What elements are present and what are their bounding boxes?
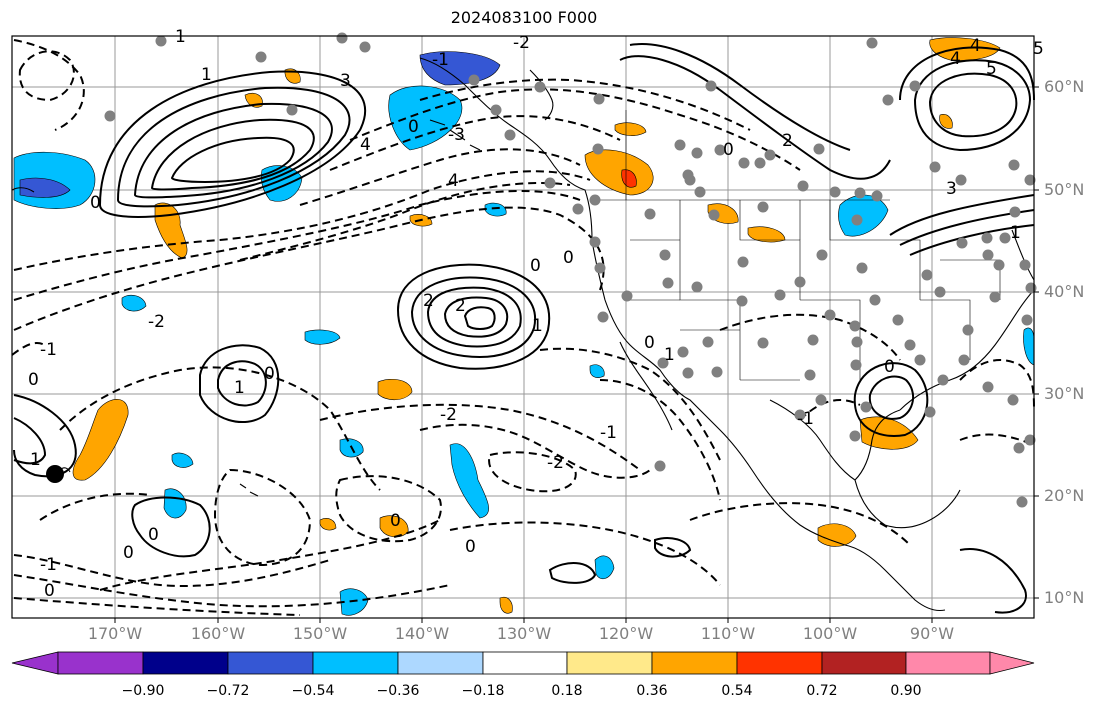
colorbar-segment <box>905 651 991 675</box>
contour-label: -2 <box>440 405 457 425</box>
colorbar-label: 0.72 <box>806 683 838 699</box>
contour-label: 0 <box>123 543 134 563</box>
contour-label: 2 <box>782 131 793 151</box>
contour-label: 1 <box>532 316 543 336</box>
contour-label: 4 <box>950 49 961 69</box>
lat-label: 10°N <box>1044 588 1085 607</box>
colorbar-label: 0.18 <box>551 683 583 699</box>
contour-label: 5 <box>986 59 997 79</box>
colorbar-segment <box>566 651 653 675</box>
colorbar-segment <box>736 651 823 675</box>
contour-label: 3 <box>340 71 351 91</box>
colorbar-label: −0.18 <box>461 683 505 699</box>
contour-label: 3 <box>946 179 957 199</box>
colorbar-low-extension <box>11 651 59 675</box>
negative-anomaly-areas <box>13 51 1035 616</box>
contour-label: -1 <box>40 555 57 575</box>
contour-label: 0 <box>563 248 574 268</box>
map-background <box>12 36 1034 618</box>
positive-anomaly-areas <box>72 37 1001 614</box>
contour-label: -1 <box>600 423 617 443</box>
contour-label: 4 <box>970 36 981 56</box>
contour-label: 1 <box>201 65 212 85</box>
colorbar-label: 0.90 <box>890 683 922 699</box>
colorbar-segment <box>651 651 738 675</box>
map-frame <box>11 35 1035 619</box>
contour-label: -1 <box>797 409 814 429</box>
contour-label: 2 <box>423 291 434 311</box>
contour-label: 1 <box>175 27 186 47</box>
lon-label: 110°W <box>700 624 756 643</box>
tick-marks <box>114 86 1039 623</box>
contour-label: 2 <box>455 296 466 316</box>
contour-label: 0 <box>90 193 101 213</box>
contour-label: 0 <box>148 525 159 545</box>
contour-label: 1 <box>1010 223 1021 243</box>
contour-labels: 1 1 3 0 0 -1 -2 -3 4 4 0 0 2 2 1 -2 0 1 … <box>28 27 1044 601</box>
contour-label: 0 <box>723 140 734 160</box>
contour-label: 4 <box>360 135 371 155</box>
lon-label: 120°W <box>598 624 654 643</box>
colorbar-segment <box>57 651 144 675</box>
colorbar-label: 0.36 <box>636 683 668 699</box>
lon-label: 130°W <box>496 624 552 643</box>
contour-label: 0 <box>390 511 401 531</box>
lat-label: 60°N <box>1044 77 1085 96</box>
contour-label: -1 <box>432 50 449 70</box>
contour-label: 0 <box>44 581 55 601</box>
colorbar-segment <box>142 651 229 675</box>
lat-label: 30°N <box>1044 384 1085 403</box>
colorbar-high-extension <box>989 651 1035 675</box>
contour-label: -1 <box>40 340 57 360</box>
colorbar-label: −0.72 <box>206 683 250 699</box>
lat-label: 40°N <box>1044 282 1085 301</box>
contour-label: 0 <box>530 256 541 276</box>
lat-label: 20°N <box>1044 486 1085 505</box>
lon-label: 140°W <box>394 624 450 643</box>
colorbar-segment <box>312 651 399 675</box>
contour-label: 1 <box>234 378 245 398</box>
position-marker <box>46 465 64 483</box>
contour-label: 1 <box>30 450 41 470</box>
contour-label: 0 <box>884 357 895 377</box>
colorbar-label: −0.36 <box>376 683 420 699</box>
coastlines <box>11 57 1035 612</box>
lon-label: 150°W <box>292 624 348 643</box>
colorbar-label: 0.54 <box>721 683 753 699</box>
solid-contours <box>13 43 1035 614</box>
contour-label: 5 <box>1033 39 1044 59</box>
contour-label: 0 <box>408 117 419 137</box>
dashed-contours <box>11 39 1035 616</box>
political-borders <box>595 110 1001 381</box>
lon-label: 170°W <box>87 624 143 643</box>
contour-label: 0 <box>28 370 39 390</box>
lat-label: 50°N <box>1044 180 1085 199</box>
lon-label: 100°W <box>802 624 858 643</box>
lon-label: 90°W <box>909 624 955 643</box>
colorbar-segment <box>227 651 314 675</box>
contour-label: 1 <box>664 345 675 365</box>
colorbar-segment <box>397 651 484 675</box>
colorbar-segment <box>482 651 568 675</box>
colorbar-label: −0.90 <box>121 683 165 699</box>
contour-label: -2 <box>148 312 165 332</box>
contour-label: -2 <box>513 33 530 53</box>
contour-label: 0 <box>264 364 275 384</box>
contour-label: 4 <box>448 171 459 191</box>
colorbar-segment <box>821 651 907 675</box>
colorbar-label: −0.54 <box>291 683 335 699</box>
station-dots <box>104 32 1037 508</box>
contour-label: 0 <box>644 333 655 353</box>
contour-label: 0 <box>465 537 476 557</box>
map-title: 2024083100 F000 <box>450 8 598 27</box>
lon-label: 160°W <box>190 624 246 643</box>
contour-label: -3 <box>448 125 465 145</box>
colorbar <box>11 651 1035 675</box>
contour-label: -2 <box>547 453 564 473</box>
